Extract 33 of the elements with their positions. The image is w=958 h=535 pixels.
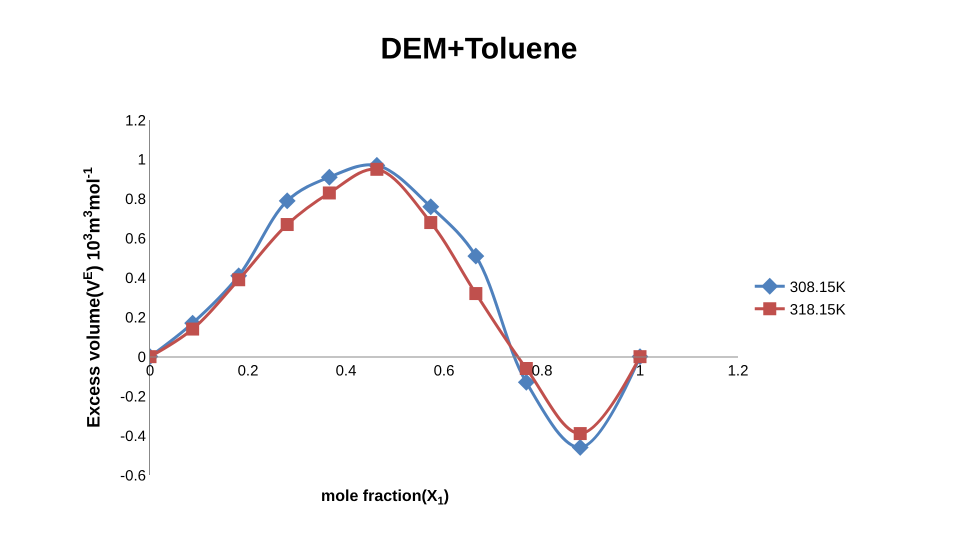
chart-title: DEM+Toluene: [380, 32, 578, 66]
y-tick-label: -0.4: [120, 428, 146, 445]
y-tick-label: 1: [138, 152, 146, 169]
point: [520, 362, 533, 375]
y-tick-label: 0.2: [125, 309, 146, 326]
y-tick-label: 0: [138, 348, 146, 366]
point: [322, 186, 336, 200]
point: [280, 218, 294, 232]
point: [422, 198, 440, 216]
point: [574, 427, 587, 440]
x-tick-label: 1: [636, 362, 644, 380]
x-tick-label: 0.2: [238, 362, 258, 380]
point: [278, 192, 296, 210]
point: [467, 248, 484, 265]
x-axis-title: mole fraction(X$_{1}$): [321, 488, 450, 508]
x-tick-label: 0.4: [336, 362, 356, 380]
x-tick-label: 0.6: [434, 362, 454, 380]
y-tick-label: -0.6: [120, 467, 146, 484]
y-tick-label: 0.6: [125, 230, 146, 248]
y-tick-label: -0.2: [120, 388, 146, 406]
y-tick-label: 1.2: [125, 112, 146, 130]
y-tick-label: 0.8: [125, 191, 146, 208]
x-tick-label: 1.2: [728, 362, 748, 380]
point: [320, 168, 338, 186]
point: [370, 162, 384, 176]
point: [186, 322, 200, 336]
legend-label: 318.15K: [790, 302, 846, 319]
legend-label: 308.15K: [790, 279, 846, 296]
point: [424, 216, 438, 230]
point: [232, 273, 246, 286]
point: [469, 287, 482, 300]
y-tick-label: 0.4: [125, 270, 146, 288]
point: [572, 438, 589, 456]
